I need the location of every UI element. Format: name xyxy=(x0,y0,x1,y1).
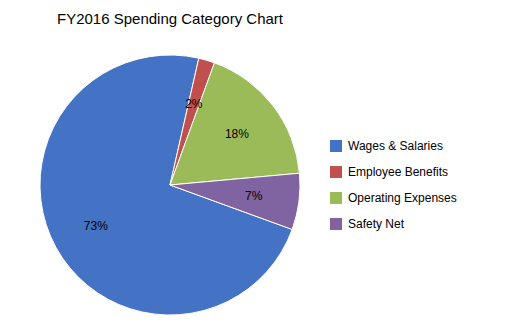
data-label: 7% xyxy=(245,189,263,203)
legend-item: Employee Benefits xyxy=(330,165,448,179)
legend-label: Wages & Salaries xyxy=(348,139,443,153)
data-labels: 73% 2% 18% 7% xyxy=(84,97,263,233)
legend-swatch xyxy=(330,166,342,178)
pie-slice xyxy=(170,63,299,185)
pie xyxy=(40,55,300,315)
legend-item: Operating Expenses xyxy=(330,191,457,205)
legend-item: Wages & Salaries xyxy=(330,139,443,153)
legend-item: Safety Net xyxy=(330,217,405,231)
data-label: 73% xyxy=(84,219,108,233)
legend-swatch xyxy=(330,218,342,230)
legend: Wages & Salaries Employee Benefits Operati… xyxy=(330,139,457,231)
title: FY2016 Spending Category Chart xyxy=(57,10,284,27)
legend-swatch xyxy=(330,140,342,152)
legend-label: Employee Benefits xyxy=(348,165,448,179)
data-label: 2% xyxy=(185,97,203,111)
legend-label: Safety Net xyxy=(348,217,405,231)
legend-swatch xyxy=(330,192,342,204)
chart: FY2016 Spending Category Chart 73% 2% 18% 7%… xyxy=(0,0,520,333)
pie-slice xyxy=(170,173,300,229)
data-label: 18% xyxy=(225,127,249,141)
legend-label: Operating Expenses xyxy=(348,191,457,205)
